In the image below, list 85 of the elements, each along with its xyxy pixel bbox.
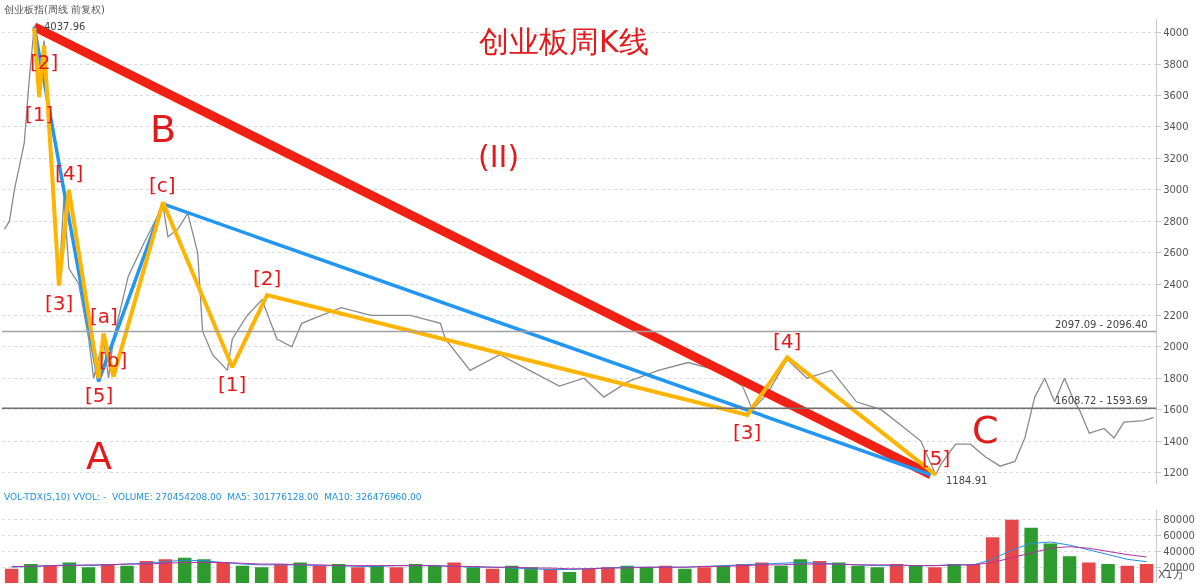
bar (1024, 527, 1038, 583)
annotation: C (972, 408, 999, 452)
annotation: [5] (922, 446, 951, 470)
bar (293, 562, 307, 583)
annotation: B (150, 107, 177, 151)
y-tick-label: 3600 (1163, 90, 1189, 102)
bar (1062, 556, 1077, 583)
annotation: [c] (149, 173, 176, 197)
chart-subtitle: 创业板指(周线 前复权) (4, 4, 106, 15)
bar (312, 565, 327, 583)
bar (985, 537, 1000, 583)
annotation: [a] (90, 304, 118, 328)
bar (774, 565, 788, 583)
bar (581, 568, 596, 583)
bar (1101, 564, 1115, 583)
ref-line-label: 2097.09 - 2096.40 (1055, 319, 1148, 330)
bar (928, 567, 942, 583)
bar (697, 567, 711, 583)
annotation: [1] (218, 372, 247, 396)
bar (216, 562, 230, 583)
bar (1139, 564, 1154, 583)
bar (543, 568, 557, 583)
y-tick-label: 1800 (1163, 372, 1189, 384)
bar (428, 565, 442, 583)
bar (4, 568, 19, 583)
bar (43, 565, 57, 583)
bar (101, 564, 115, 583)
bar (620, 565, 634, 583)
y-tick-label: 2400 (1163, 278, 1189, 290)
chart-title: 创业板周K线 (479, 24, 649, 59)
bar (1005, 519, 1019, 583)
bar (851, 565, 865, 583)
bar (1082, 562, 1096, 583)
y-tick-label: 3000 (1163, 184, 1189, 196)
y-tick-label: 40000 (1163, 545, 1195, 557)
y-tick-label: 1400 (1163, 435, 1189, 447)
y-tick-label: 2800 (1163, 215, 1189, 227)
y-tick-label: 1600 (1163, 404, 1189, 416)
y-tick-label: 2600 (1163, 247, 1189, 259)
bar (24, 564, 38, 583)
bar (370, 565, 384, 583)
bar (966, 564, 981, 583)
annotation: [5] (85, 383, 114, 407)
bar (639, 567, 654, 583)
y-tick-label: 2200 (1163, 309, 1189, 321)
bar (908, 565, 923, 583)
bar (1120, 565, 1135, 583)
bar (81, 567, 96, 583)
y-tick-label: 80000 (1163, 514, 1195, 526)
annotation: [2] (253, 266, 282, 290)
data-label: 1184.91 (946, 475, 988, 486)
annotation: [b] (99, 348, 128, 372)
bar (870, 567, 884, 583)
y-tick-label: 60000 (1163, 530, 1195, 542)
bar (235, 565, 250, 583)
bar (562, 571, 577, 583)
annotation: [4] (773, 329, 802, 353)
y-tick-label: 1200 (1163, 466, 1189, 478)
y-tick-label: 3400 (1163, 121, 1189, 133)
chart-title: VOL-TDX(5,10) VVOL: - VOLUME: 270454208.00 MA5: 301776128.00 MA10: 326476960.00 (4, 492, 422, 502)
data-label: 4037.96 (44, 21, 86, 32)
bar (832, 562, 846, 583)
ref-line-label: 1608.72 - 1593.69 (1055, 395, 1148, 406)
bar (447, 562, 461, 583)
y-tick-label: 3800 (1163, 58, 1189, 70)
bar (331, 564, 346, 583)
y-tick-label: 3200 (1163, 152, 1189, 164)
annotation: [3] (45, 291, 74, 315)
bar (389, 567, 404, 583)
y-tick-label: 4000 (1163, 27, 1189, 39)
bar (678, 568, 692, 583)
bar (408, 564, 423, 583)
bar (120, 565, 134, 583)
bar (947, 564, 961, 583)
bar (254, 567, 269, 583)
bar (274, 564, 288, 583)
bar (466, 567, 481, 583)
annotation: [3] (733, 420, 762, 444)
annotation: A (86, 434, 112, 478)
annotation: (II) (478, 139, 520, 174)
bar (485, 568, 500, 583)
y-tick-label: 2000 (1163, 341, 1189, 353)
bar (1043, 543, 1058, 583)
bar (197, 559, 211, 583)
bar (351, 567, 365, 583)
